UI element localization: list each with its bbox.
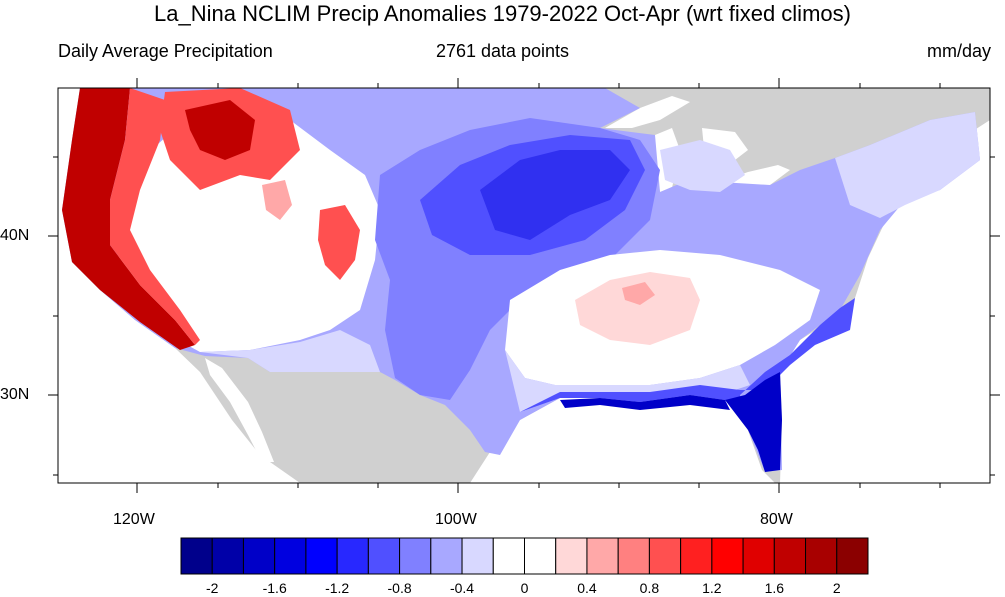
colorbar-swatch [555, 537, 588, 575]
axis-ticks [48, 78, 1000, 493]
map-frame [57, 87, 991, 484]
variable-label: Daily Average Precipitation [58, 41, 273, 61]
colorbar-tick-label: 0.4 [577, 580, 597, 596]
colorbar-swatch [680, 537, 713, 575]
anomaly-southwest-trace [200, 330, 380, 372]
lake-superior [605, 96, 690, 128]
colorbar-swatch [805, 537, 838, 575]
colorbar-tick-label: -1.6 [262, 580, 287, 596]
colorbar-tick-label: 1.6 [764, 580, 785, 596]
anomaly-texas-moderate [392, 300, 470, 380]
colorbar-swatch [492, 537, 526, 575]
anomaly-florida-dry [725, 372, 782, 472]
lon-label-80w: 80W [760, 511, 793, 528]
colorbar-tick-label: 0 [520, 580, 529, 596]
anomaly-tennessee-wet-core [622, 282, 655, 305]
colorbar-swatch [711, 537, 744, 575]
lat-label-40n: 40N [0, 227, 30, 244]
units-label: mm/day [926, 41, 991, 61]
anomaly-gulf-coast-dry [520, 298, 855, 422]
colorbar-tick-label: -0.4 [449, 580, 475, 596]
colorbar-tick-label: -2 [205, 580, 219, 596]
colorbar-tick-label: 2 [832, 580, 841, 596]
pacific-ocean [58, 88, 300, 483]
gulf-of-california [205, 358, 274, 462]
lon-label-100w: 100W [435, 511, 477, 528]
gulf-of-mexico [470, 395, 775, 483]
colorbar-swatch [524, 537, 557, 575]
map-area [58, 88, 990, 483]
colorbar-swatch [461, 537, 494, 575]
data-points-label: 2761 data points [435, 41, 570, 61]
anomaly-utah-wet [262, 180, 292, 220]
colorbar-swatch [742, 537, 775, 575]
anomaly-northeast-trace [835, 112, 980, 218]
colorbar-swatch [586, 537, 619, 575]
atlantic-ocean [780, 120, 990, 483]
colorbar-swatch [430, 537, 463, 575]
colorbar-tick-label: 1.2 [702, 580, 722, 596]
colorbar-tick-label: -1.2 [325, 580, 350, 596]
colorbar-swatch [773, 537, 807, 575]
anomaly-gulf-coast-core [560, 395, 730, 410]
colorbar-swatch [648, 537, 682, 575]
colorbar-swatch [367, 537, 401, 575]
colorbar-swatch [836, 537, 869, 575]
colorbar [180, 537, 869, 575]
anomaly-great-lakes-trace [660, 140, 745, 192]
anomaly-west-coast-moderate [110, 88, 200, 345]
anomaly-tennessee-wet [575, 272, 700, 345]
anomaly-midwest-core [480, 150, 630, 240]
colorbar-swatch [336, 537, 369, 575]
anomaly-idaho-wet [185, 100, 255, 160]
colorbar-tick-label: 0.8 [639, 580, 660, 596]
anomaly-west-coast-wet [62, 88, 195, 350]
colorbar-swatch [211, 537, 244, 575]
colorbar-swatch [180, 537, 213, 575]
colorbar-swatch [305, 537, 338, 575]
anomaly-colorado-wet [318, 205, 360, 280]
colorbar-swatch [617, 537, 650, 575]
lat-label-30n: 30N [0, 386, 30, 403]
colorbar-swatch [274, 537, 307, 575]
colorbar-tick-label: -0.8 [387, 580, 412, 596]
map-title: La_Nina NCLIM Precip Anomalies 1979-2022… [154, 1, 851, 26]
colorbar-swatch [242, 537, 276, 575]
colorbar-swatch [399, 537, 432, 575]
lon-label-120w: 120W [113, 511, 155, 528]
